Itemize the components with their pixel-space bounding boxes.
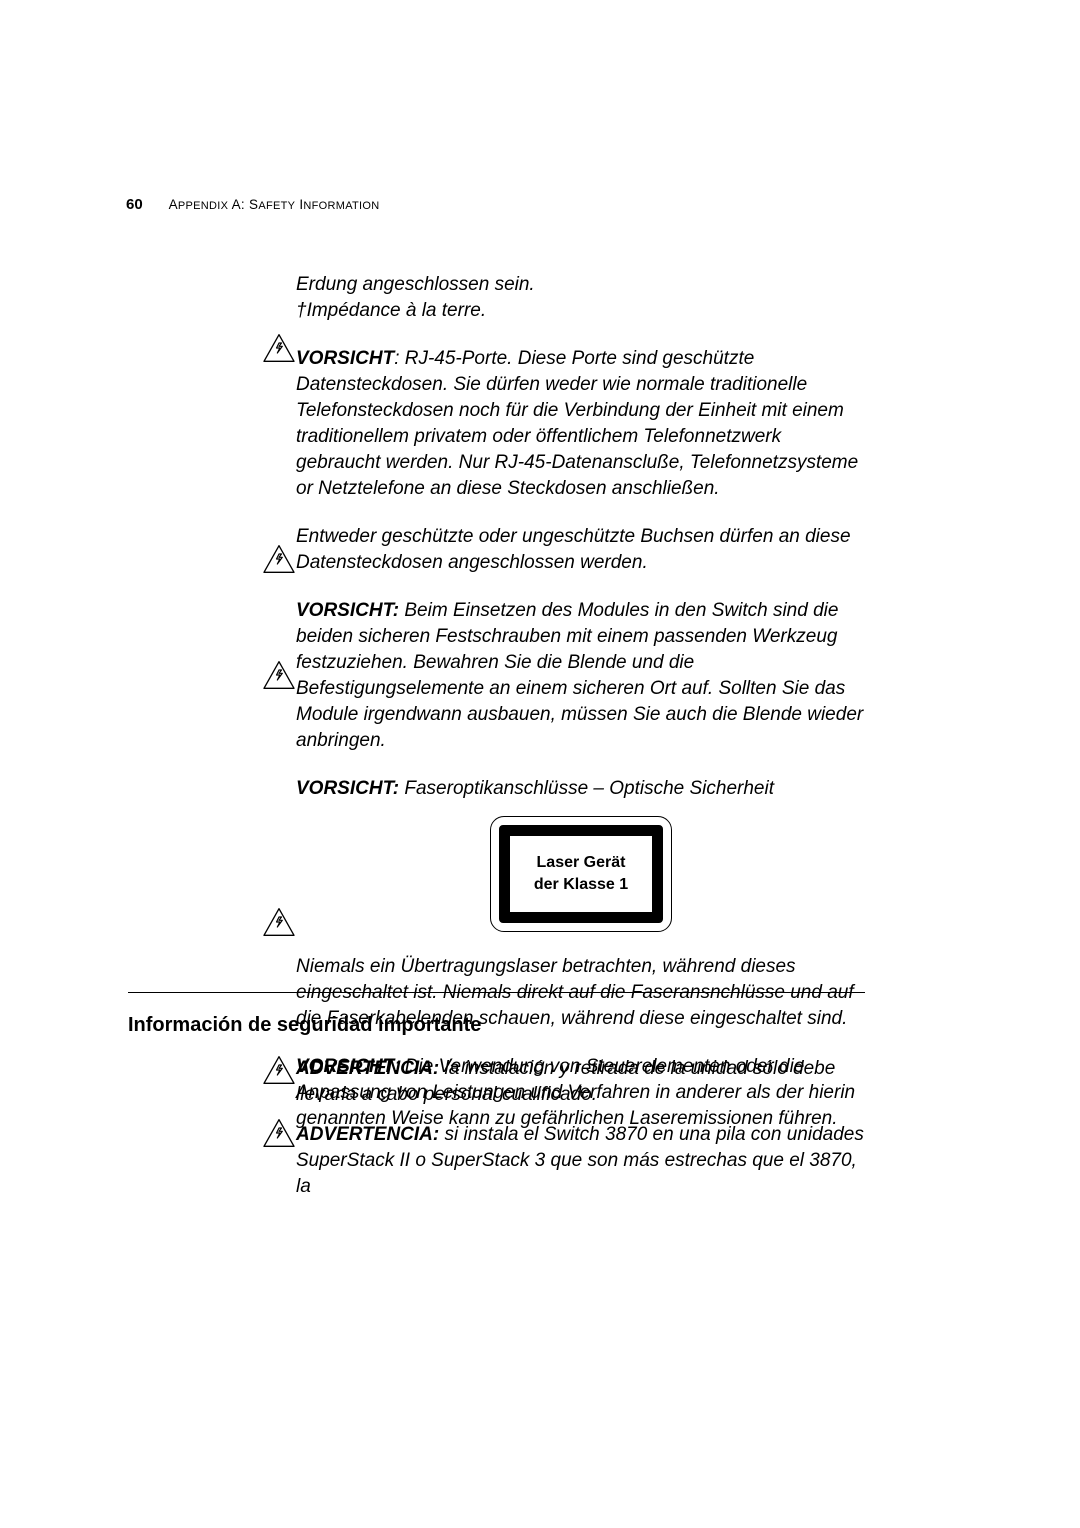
paragraph: Entweder geschützte oder ungeschützte Bu… (296, 524, 866, 576)
warning-icon (262, 1055, 298, 1090)
warning-label: VORSICHT: (296, 778, 399, 799)
warning-icon (262, 333, 298, 368)
warning-paragraph: VORSICHT: Faseroptikanschlüsse – Optisch… (296, 776, 866, 802)
laser-class-label: Laser Gerät der Klasse 1 (490, 816, 672, 932)
laser-line2: der Klasse 1 (534, 876, 628, 893)
warning-paragraph: VORSICHT: RJ-45-Porte. Diese Porte sind … (296, 346, 866, 502)
page: 60 APPENDIX A: SAFETY INFORMATION Erdung… (0, 0, 1080, 1528)
warning-icon (262, 1118, 298, 1153)
sep: : (394, 348, 405, 369)
section-heading: Información de seguridad importante (128, 1014, 481, 1037)
warning-text: RJ-45-Porte. Diese Porte sind geschützte… (296, 348, 858, 499)
warning-label: VORSICHT (296, 348, 394, 369)
appendix-label: APPENDIX A: SAFETY INFORMATION (169, 197, 380, 212)
page-header: 60 APPENDIX A: SAFETY INFORMATION (126, 196, 380, 213)
warning-text: Faseroptikanschlüsse – Optische Sicherhe… (404, 778, 774, 799)
text-line: Erdung angeschlossen sein. (296, 274, 535, 295)
text-line: †Impédance à la terre. (296, 300, 486, 321)
page-number: 60 (126, 196, 143, 213)
warning-icon (262, 660, 298, 695)
warning-label: ADVERTENCIA: (296, 1058, 439, 1079)
warning-paragraph: VORSICHT: Beim Einsetzen des Modules in … (296, 598, 866, 754)
section-rule (128, 992, 865, 993)
body-column-2: ADVERTENCIA: la instalación y retirada d… (296, 1056, 866, 1222)
warning-icon (262, 907, 298, 942)
warning-label: VORSICHT: (296, 600, 399, 621)
paragraph: Erdung angeschlossen sein. †Impédance à … (296, 272, 866, 324)
laser-line1: Laser Gerät (537, 854, 626, 871)
warning-label: ADVERTENCIA: (296, 1124, 439, 1145)
warning-paragraph: ADVERTENCIA: si instala el Switch 3870 e… (296, 1122, 866, 1200)
warning-paragraph: ADVERTENCIA: la instalación y retirada d… (296, 1056, 866, 1108)
warning-text: Beim Einsetzen des Modules in den Switch… (296, 600, 863, 751)
warning-icon (262, 544, 298, 579)
